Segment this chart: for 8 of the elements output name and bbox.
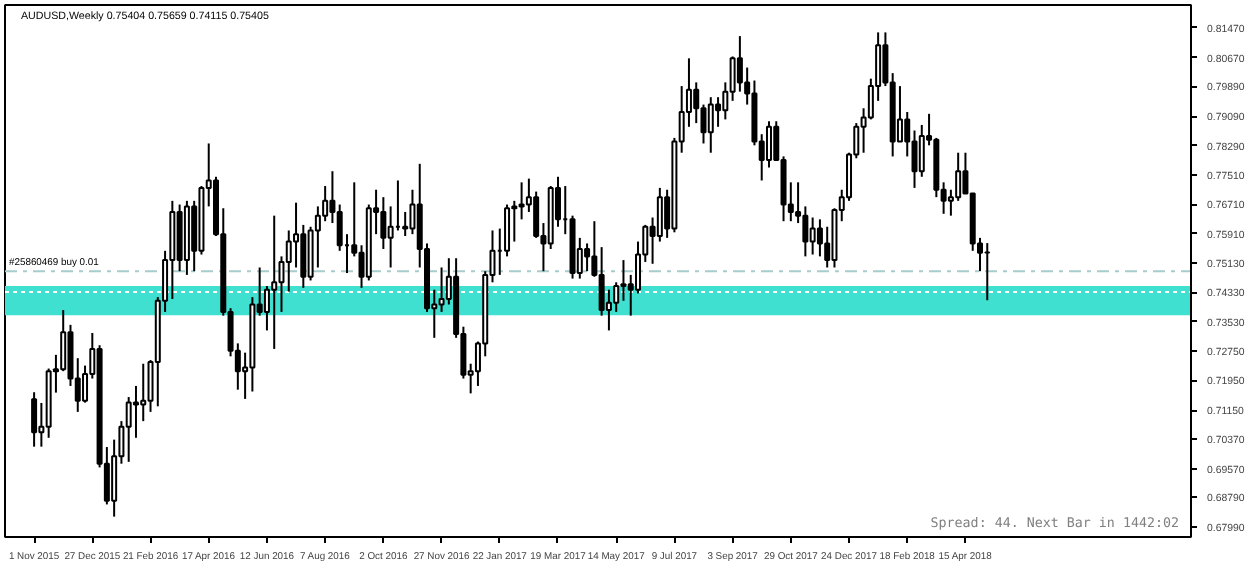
candlestick (707, 96, 714, 154)
candlestick (380, 196, 387, 250)
candlestick (896, 85, 903, 143)
candlestick (693, 81, 700, 125)
candlestick (715, 96, 722, 128)
candlestick (132, 384, 139, 439)
candlestick (809, 216, 816, 256)
candlestick (31, 391, 38, 448)
